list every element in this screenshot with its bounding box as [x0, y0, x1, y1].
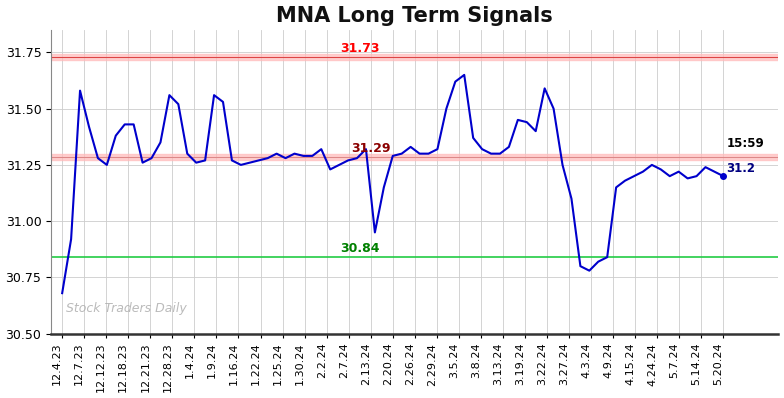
Text: 31.73: 31.73	[340, 42, 379, 55]
Text: 31.29: 31.29	[351, 142, 390, 155]
Bar	[51, 154, 779, 160]
Text: 15:59: 15:59	[727, 137, 764, 150]
Text: 30.84: 30.84	[340, 242, 379, 255]
Title: MNA Long Term Signals: MNA Long Term Signals	[277, 6, 554, 25]
Text: Stock Traders Daily: Stock Traders Daily	[66, 302, 187, 316]
Bar	[51, 53, 779, 60]
Text: 31.2: 31.2	[727, 162, 756, 175]
